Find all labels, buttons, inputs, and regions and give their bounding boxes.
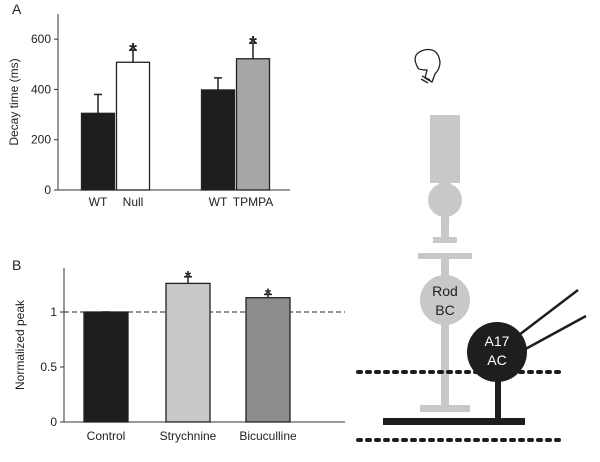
bar (115, 61, 151, 191)
rod-bc-label: BC (435, 302, 454, 318)
x-tick-label: WT (89, 195, 108, 209)
y-tick-label: 200 (31, 133, 51, 147)
x-tick-label: Control (87, 429, 126, 443)
rod-bc-label: Rod (432, 283, 458, 299)
circuit-diagram: Rod BC A17 AC (356, 48, 587, 442)
x-tick-label: Bicuculline (239, 429, 297, 443)
y-tick-label: 600 (31, 32, 51, 46)
bar (245, 297, 291, 423)
x-tick-label: WT (209, 195, 228, 209)
y-tick-label: 1 (50, 305, 57, 319)
y-tick-label: 400 (31, 82, 51, 96)
significance-marker: * (265, 287, 272, 304)
a17-process (383, 418, 525, 425)
bar (235, 58, 271, 191)
y-axis-label: Decay time (ms) (7, 58, 21, 145)
a17-label: AC (487, 352, 506, 368)
y-axis-label: Normalized peak (13, 299, 27, 390)
panel-label: B (12, 257, 21, 273)
y-tick-label: 0.5 (40, 360, 57, 374)
bar (80, 112, 116, 191)
significance-marker: * (129, 40, 137, 62)
significance-marker: * (249, 33, 257, 55)
a17-stem (495, 370, 501, 420)
y-tick-label: 0 (44, 183, 51, 197)
x-tick-label: Null (123, 195, 144, 209)
bar (83, 311, 129, 423)
a17-soma (467, 322, 527, 382)
electrode (514, 289, 587, 354)
x-tick-label: Strychnine (160, 429, 217, 443)
panel-label: A (12, 1, 22, 17)
light-bulb (414, 48, 441, 84)
bar (165, 282, 211, 423)
bar (200, 89, 236, 191)
y-tick-label: 0 (50, 415, 57, 429)
significance-marker: * (185, 269, 192, 286)
x-tick-label: TPMPA (233, 195, 273, 209)
a17-label: A17 (485, 333, 510, 349)
rod-cell (418, 115, 472, 412)
